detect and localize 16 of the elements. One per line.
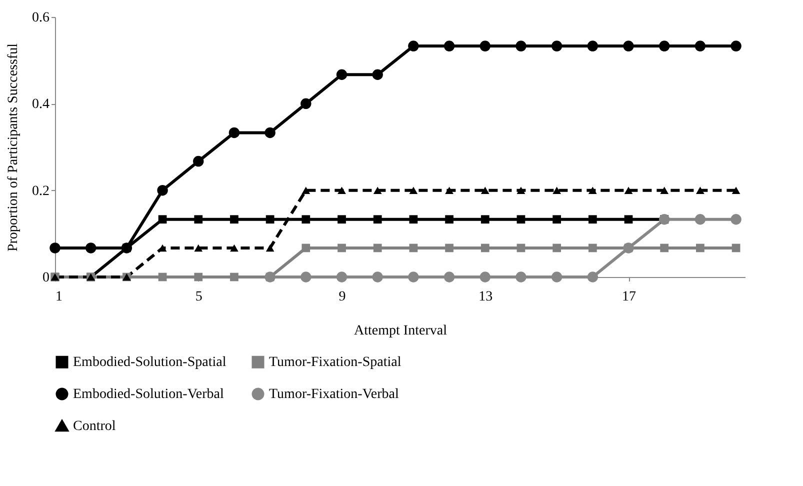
legend-label: Control <box>73 419 116 434</box>
y-tick-label: 0.6 <box>32 10 50 26</box>
legend-label: Tumor-Fixation-Verbal <box>269 387 399 402</box>
legend-label: Embodied-Solution-Spatial <box>73 355 226 370</box>
legend-label: Embodied-Solution-Verbal <box>73 387 224 402</box>
x-axis-title: Attempt Interval <box>354 324 448 338</box>
y-tick-label: 0.4 <box>32 97 50 112</box>
x-tick-label: 17 <box>622 290 636 304</box>
x-tick-label: 9 <box>338 290 346 304</box>
x-tick-label: 1 <box>56 290 62 304</box>
y-tick-label: 0.2 <box>32 184 50 199</box>
y-axis-title: Proportion of Participants Successful <box>6 43 21 252</box>
x-tick-label: 13 <box>478 290 493 304</box>
y-tick-label: 0 <box>42 270 50 286</box>
legend-label: Tumor-Fixation-Spatial <box>269 355 402 370</box>
x-tick-label: 5 <box>195 290 202 304</box>
